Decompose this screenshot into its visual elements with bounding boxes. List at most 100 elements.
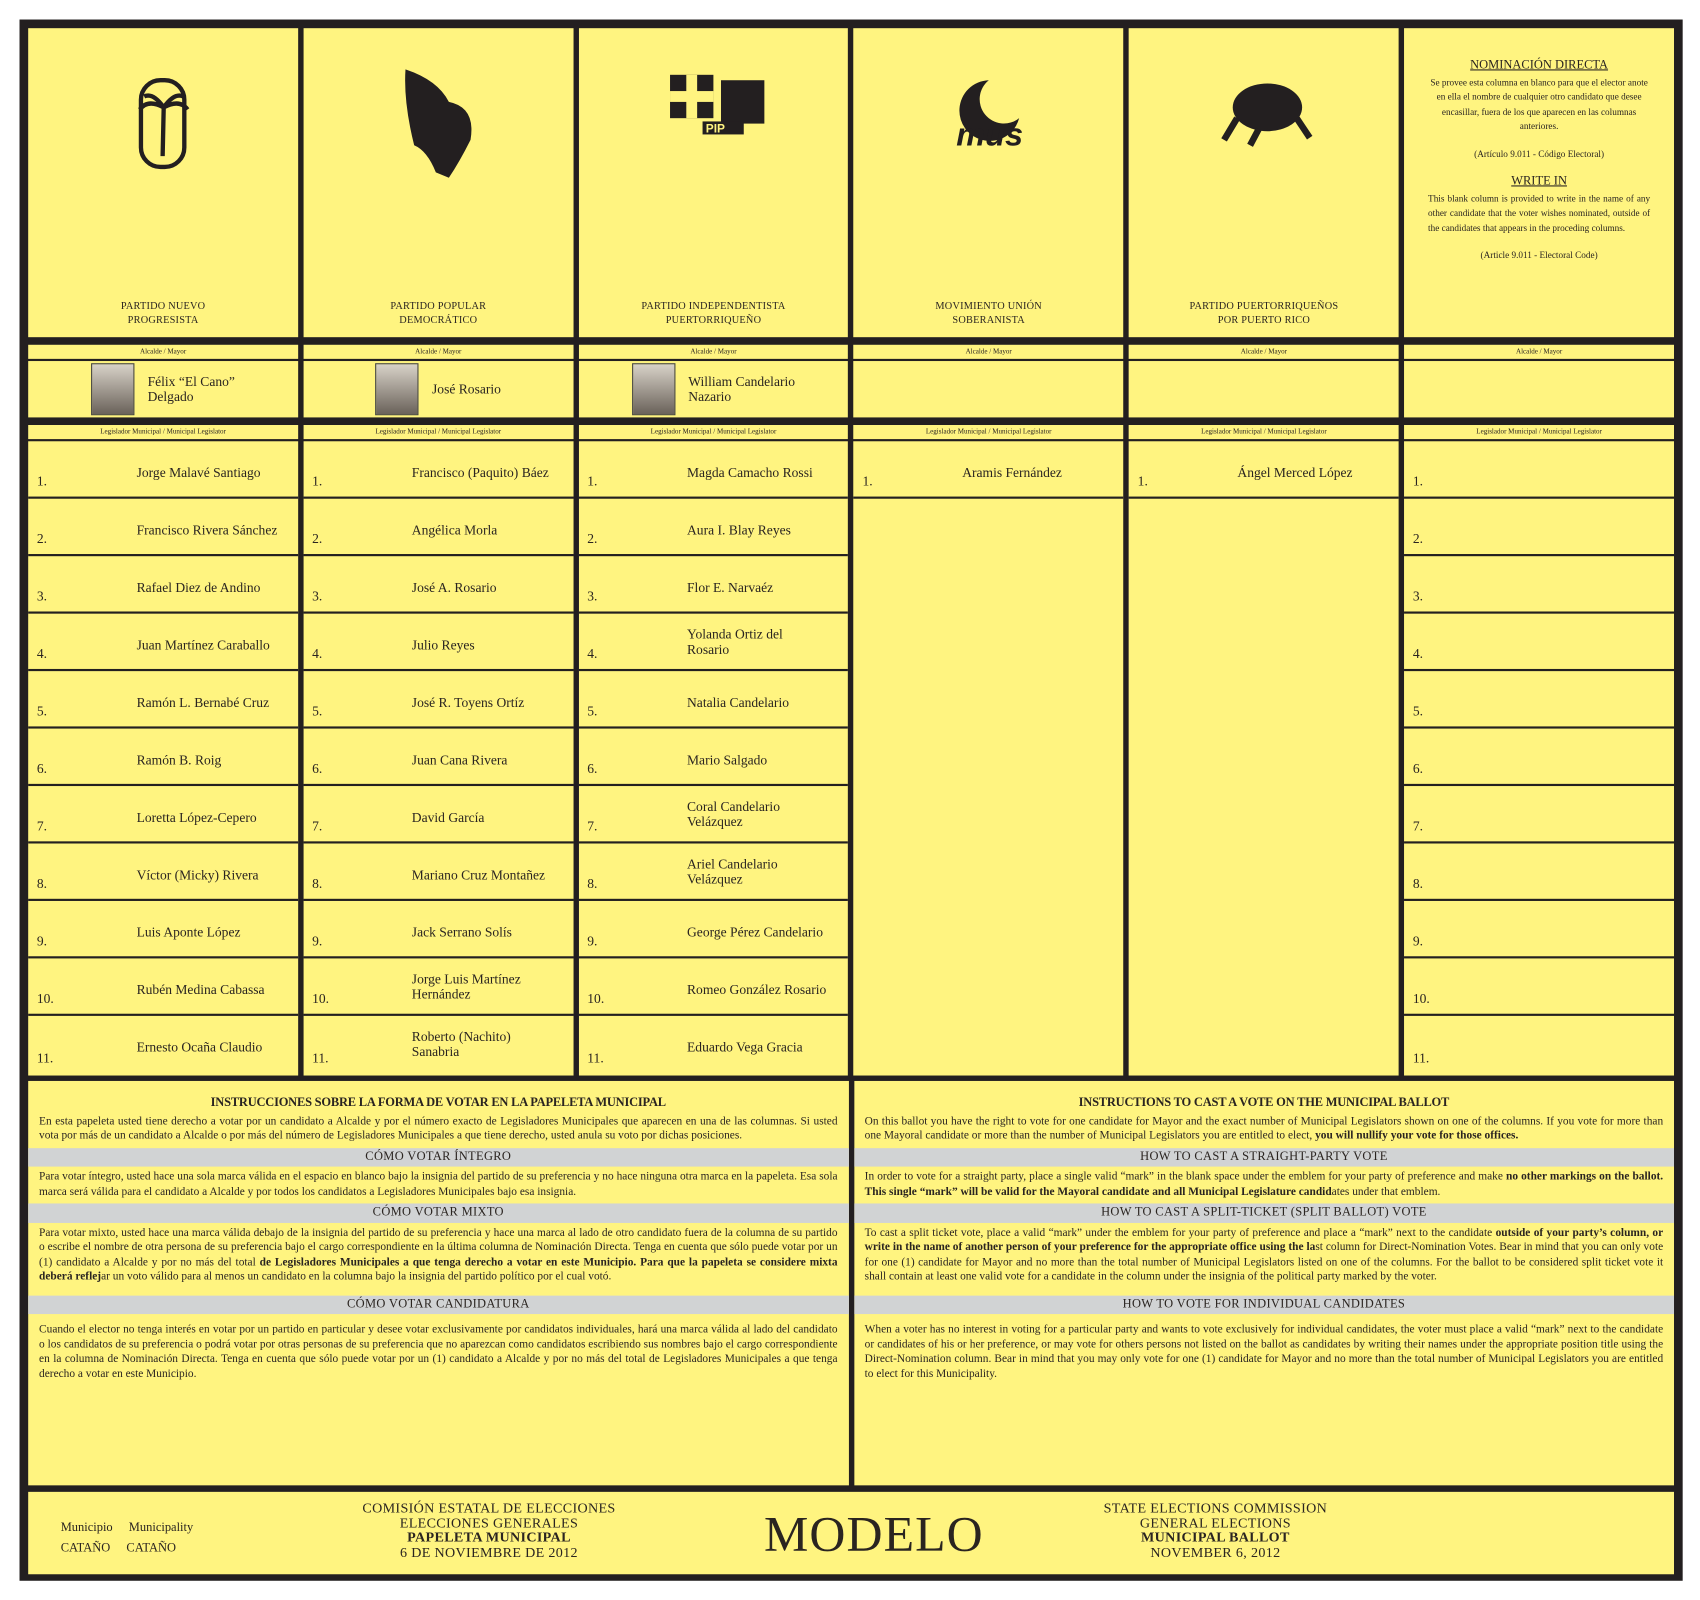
legislator-row[interactable]: 1. Aramis Fernández	[853, 441, 1124, 499]
write-in-row[interactable]: 1.	[1404, 441, 1674, 499]
legislator-row[interactable]: 3. Rafael Diez de Andino	[28, 556, 298, 614]
instructions-spanish: INSTRUCCIONES SOBRE LA FORMA DE VOTAR EN…	[28, 1080, 849, 1486]
legislator-row[interactable]: 4. Julio Reyes	[303, 614, 574, 672]
candidate-name: Luis Aponte López	[136, 924, 241, 941]
write-in-row[interactable]: 5.	[1404, 671, 1674, 729]
mayor-label: Alcalde / Mayor	[303, 344, 574, 359]
legislator-row[interactable]: 10. Rubén Medina Cabassa	[28, 958, 298, 1016]
candidate-name: David García	[411, 809, 485, 826]
legislator-row[interactable]: 6. Juan Cana Rivera	[303, 729, 574, 787]
legislator-row[interactable]: 2. Francisco Rivera Sánchez	[28, 499, 298, 557]
write-in-row[interactable]: 11.	[1404, 1016, 1674, 1073]
row-number: 5.	[587, 703, 598, 719]
section-text: In order to vote for a straight party, p…	[864, 1170, 1664, 1198]
section-title: CÓMO VOTAR CANDIDATURA	[28, 1295, 849, 1315]
legislator-row[interactable]: 1. Ángel Merced López	[1129, 441, 1399, 499]
row-number: 3.	[1412, 588, 1424, 604]
legislator-row[interactable]: 10. Jorge Luis Martínez Hernández	[303, 958, 574, 1016]
legislator-row[interactable]: 11. Eduardo Vega Gracia	[579, 1016, 849, 1073]
moon-star-logo-icon: mus	[918, 59, 1059, 189]
write-in-row[interactable]: 6.	[1404, 729, 1674, 787]
legislator-row[interactable]: 8. Ariel Candelario Velázquez	[578, 844, 849, 901]
candidate-name: Magda Camacho Rossi	[687, 465, 813, 481]
candidate-name: Rubén Medina Cabassa	[136, 982, 265, 998]
candidate-name: Mariano Cruz Montañez	[411, 867, 546, 883]
legislator-row[interactable]: 2. Angélica Morla	[303, 499, 574, 557]
instructions: INSTRUCCIONES SOBRE LA FORMA DE VOTAR EN…	[28, 1080, 1675, 1486]
legislator-row[interactable]: 7. Coral Candelario Velázquez	[578, 786, 849, 844]
legislator-label: Legislador Municipal / Municipal Legisla…	[578, 425, 849, 440]
coqui-frog-logo-icon	[1193, 59, 1334, 189]
legislator-row[interactable]: 11. Ernesto Ocaña Claudio	[28, 1016, 298, 1073]
legislator-row[interactable]: 1. Francisco (Paquito) Báez	[303, 441, 574, 499]
legislator-row[interactable]: 3. José A. Rosario	[303, 556, 574, 614]
legislator-row[interactable]: 5. José R. Toyens Ortíz	[303, 671, 574, 729]
mayor-candidate[interactable]	[853, 361, 1124, 418]
row-number: 11.	[587, 1050, 604, 1066]
legislator-row[interactable]: 3. Flor E. Narvaéz	[578, 556, 849, 614]
modelo-watermark: MODELO	[763, 1505, 984, 1562]
row-number: 2.	[1412, 531, 1424, 547]
row-number: 3.	[312, 588, 323, 604]
legislator-row[interactable]: 6. Mario Salgado	[578, 729, 849, 787]
party-emblem-box[interactable]: PARTIDO NUEVO PROGRESISTA	[28, 28, 298, 338]
write-in-mayor-field[interactable]	[1404, 361, 1674, 418]
write-in-row[interactable]: 9.	[1404, 901, 1674, 959]
write-in-row[interactable]: 7.	[1404, 786, 1674, 844]
legislator-row[interactable]: 5. Ramón L. Bernabé Cruz	[28, 671, 298, 729]
write-in-row[interactable]: 4.	[1404, 614, 1674, 672]
candidate-name: Aramis Fernández	[962, 465, 1062, 481]
row-number: 4.	[36, 646, 48, 662]
legislator-row[interactable]: 2. Aura I. Blay Reyes	[578, 499, 849, 557]
write-in-row[interactable]: 2.	[1404, 499, 1674, 557]
mayor-candidate[interactable]: Félix “El Cano” Delgado	[28, 361, 298, 418]
write-in-row[interactable]: 3.	[1404, 556, 1674, 614]
legislator-row[interactable]: 4. Yolanda Ortiz del Rosario	[578, 614, 849, 672]
legislator-row[interactable]: 5. Natalia Candelario	[578, 671, 849, 729]
row-number: 3.	[587, 588, 598, 604]
candidate-name: Romeo González Rosario	[687, 982, 827, 998]
legislator-row[interactable]: 7. Loretta López-Cepero	[28, 786, 298, 844]
legislator-row[interactable]: 8. Mariano Cruz Montañez	[303, 844, 574, 901]
candidate-name: Ernesto Ocaña Claudio	[136, 1039, 263, 1055]
row-number: 4.	[312, 646, 323, 662]
legislator-row[interactable]: 4. Juan Martínez Caraballo	[28, 614, 298, 672]
party-emblem-box[interactable]: mus MOVIMIENTO UNIÓN SOBERANISTA	[853, 28, 1124, 338]
legislator-label: Legislador Municipal / Municipal Legisla…	[28, 425, 298, 440]
party-column: PARTIDO POPULAR DEMOCRÁTICO Alcalde / Mayo…	[303, 28, 574, 1076]
legislator-row[interactable]: 6. Ramón B. Roig	[28, 729, 298, 787]
party-emblem-box[interactable]: PARTIDO POPULAR DEMOCRÁTICO	[303, 28, 574, 338]
legislator-row[interactable]: 10. Romeo González Rosario	[578, 958, 849, 1016]
candidate-name: Ramón B. Roig	[136, 752, 222, 768]
party-column: mus MOVIMIENTO UNIÓN SOBERANISTA Alcalde / …	[853, 28, 1124, 1076]
section-title: HOW TO CAST A STRAIGHT-PARTY VOTE	[853, 1147, 1675, 1167]
mayor-candidate[interactable]: William Candelario Nazario	[578, 361, 849, 418]
row-number: 10.	[312, 990, 330, 1007]
legislator-list: 1. Magda Camacho Rossi 2. Aura I. Blay Reye…	[578, 441, 849, 1076]
legislator-row[interactable]: 11. Roberto (Nachito) Sanabria	[303, 1016, 573, 1073]
section-text: Para votar íntegro, usted hace una sola …	[39, 1170, 838, 1198]
legislator-row[interactable]: 1. Jorge Malavé Santiago	[28, 441, 298, 499]
intro-text: En esta papeleta usted tiene derecho a v…	[39, 1115, 838, 1142]
mayor-candidate[interactable]: José Rosario	[303, 361, 574, 418]
party-emblem-box[interactable]: PIP PARTIDO INDEPENDENTISTA PUERTORRIQUEÑO	[578, 28, 849, 338]
legislator-row[interactable]: 9. Jack Serrano Solís	[303, 901, 574, 959]
write-in-row[interactable]: 10.	[1404, 958, 1674, 1016]
legislator-list: 1. Jorge Malavé Santiago 2. Francisco River…	[28, 441, 298, 1076]
candidate-name: Francisco Rivera Sánchez	[136, 522, 278, 538]
legislator-row[interactable]: 9. George Pérez Candelario	[578, 901, 849, 959]
legislator-row[interactable]: 8. Víctor (Micky) Rivera	[28, 844, 298, 901]
row-number: 1.	[1412, 473, 1424, 489]
mayor-candidate[interactable]	[1129, 361, 1399, 418]
legislator-row[interactable]: 9. Luis Aponte López	[28, 901, 298, 959]
candidate-name: José R. Toyens Ortíz	[411, 694, 525, 711]
write-in-row[interactable]: 8.	[1404, 844, 1674, 901]
legislator-row[interactable]: 1. Magda Camacho Rossi	[578, 441, 849, 499]
legislator-row[interactable]: 7. David García	[303, 786, 574, 844]
party-emblem-box[interactable]: PARTIDO PUERTORRIQUEÑOS POR PUERTO RICO	[1129, 28, 1399, 338]
row-number: 8.	[587, 876, 598, 892]
row-number: 9.	[1412, 933, 1424, 949]
legislator-label: Legislador Municipal / Municipal Legisla…	[853, 425, 1124, 440]
mayor-label: Alcalde / Mayor	[578, 344, 849, 359]
party-name: PARTIDO PUERTORRIQUEÑOS POR PUERTO RICO	[1189, 301, 1339, 327]
